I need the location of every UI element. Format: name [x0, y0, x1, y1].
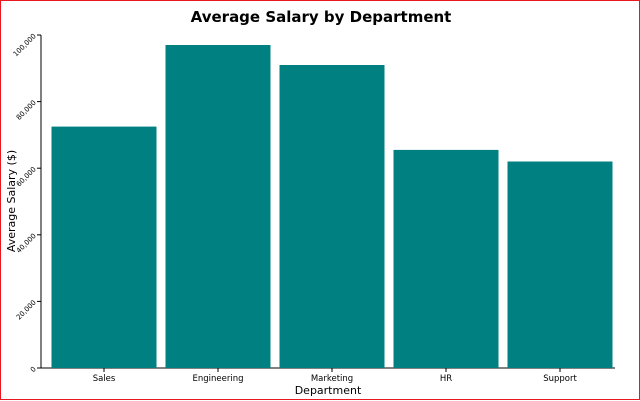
x-ticks: Sales Engineering Marketing HR Support — [93, 368, 577, 384]
x-tick-label: Marketing — [311, 374, 353, 384]
y-axis-label: Average Salary ($) — [5, 150, 18, 252]
chart-title: Average Salary by Department — [191, 8, 452, 26]
x-tick-label: Engineering — [193, 374, 244, 384]
bar-marketing — [279, 65, 385, 368]
x-tick-label: Sales — [93, 374, 116, 384]
bar-support — [507, 161, 613, 368]
y-tick-label: 20,000 — [15, 299, 38, 322]
y-tick-label: 60,000 — [15, 165, 38, 188]
x-tick-label: HR — [440, 374, 452, 384]
x-axis-label: Department — [295, 384, 362, 397]
y-tick-label: 100,000 — [12, 32, 38, 58]
y-tick-label: 40,000 — [15, 232, 38, 255]
bar-engineering — [165, 45, 271, 368]
y-tick-label: 0 — [29, 365, 38, 374]
bars — [51, 45, 613, 368]
bar-hr — [393, 149, 499, 368]
bar-sales — [51, 126, 157, 368]
x-tick-label: Support — [543, 374, 577, 384]
y-tick-label: 80,000 — [15, 99, 38, 122]
